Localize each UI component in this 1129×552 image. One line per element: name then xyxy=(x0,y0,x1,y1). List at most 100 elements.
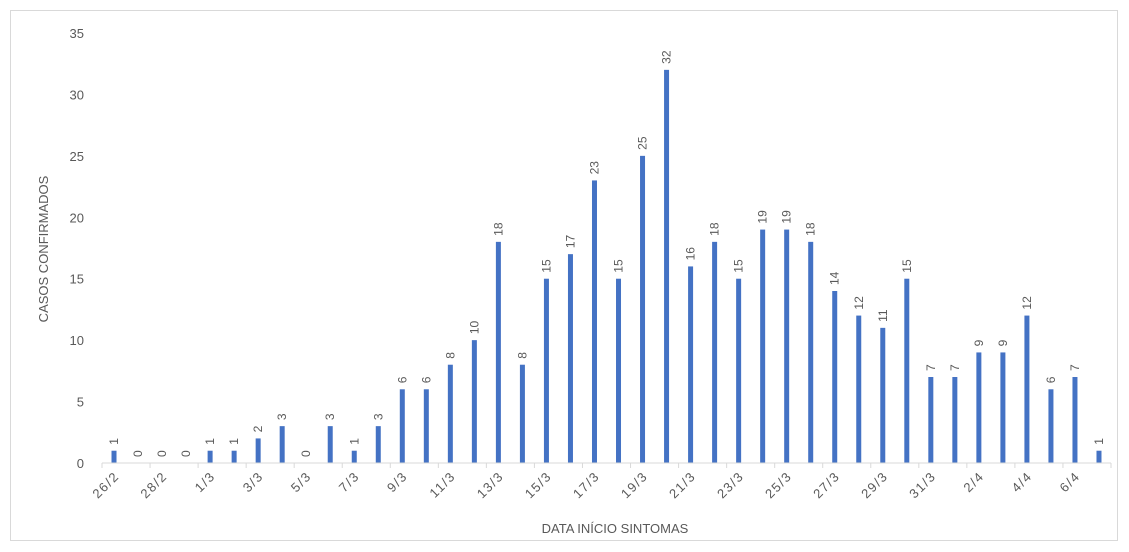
x-tick-label: 1/3 xyxy=(192,469,219,496)
bar xyxy=(688,266,694,463)
bar-value-label: 1 xyxy=(1092,438,1106,445)
bar xyxy=(495,241,501,463)
x-axis-title: DATA INÍCIO SINTOMAS xyxy=(542,521,689,536)
bar-value-label: 18 xyxy=(804,222,818,236)
bar-value-label: 9 xyxy=(996,339,1010,346)
bar-value-label: 0 xyxy=(131,450,145,457)
bar-value-label: 0 xyxy=(155,450,169,457)
bar-value-label: 15 xyxy=(612,259,626,273)
bar xyxy=(856,315,862,463)
bar xyxy=(207,450,213,463)
bar-value-label: 6 xyxy=(395,376,409,383)
y-axis-title: CASOS CONFIRMADOS xyxy=(36,175,51,322)
bar xyxy=(111,450,117,463)
x-tick-label: 4/4 xyxy=(1008,469,1035,496)
bar-value-label: 18 xyxy=(708,222,722,236)
bar xyxy=(423,389,429,463)
bar-value-label: 8 xyxy=(443,352,457,359)
bar-value-label: 12 xyxy=(852,296,866,310)
bar xyxy=(616,278,622,463)
bar-value-label: 3 xyxy=(323,413,337,420)
y-tick-label: 30 xyxy=(70,87,84,102)
x-tick-label: 19/3 xyxy=(618,469,651,502)
bar xyxy=(832,291,838,463)
bar-value-label: 0 xyxy=(179,450,193,457)
bar-value-label: 1 xyxy=(227,438,241,445)
bar xyxy=(471,340,477,463)
bar xyxy=(231,450,237,463)
bar-value-label: 8 xyxy=(515,352,529,359)
bar xyxy=(880,327,886,463)
bar-value-label: 25 xyxy=(636,136,650,150)
x-tick-label: 28/2 xyxy=(137,469,170,502)
x-tick-label: 7/3 xyxy=(336,469,363,496)
x-tick-label: 26/2 xyxy=(89,469,122,502)
bar xyxy=(904,278,910,463)
y-tick-label: 0 xyxy=(77,456,84,471)
bar xyxy=(375,426,381,463)
bar-value-label: 7 xyxy=(924,364,938,371)
x-tick-label: 6/4 xyxy=(1057,469,1084,496)
x-tick-label: 21/3 xyxy=(666,469,699,502)
y-axis: 0 5 10 15 20 25 30 35 xyxy=(70,26,84,471)
bar-value-label: 10 xyxy=(467,320,481,334)
bar xyxy=(399,389,405,463)
bar xyxy=(1096,450,1102,463)
bar xyxy=(567,254,573,463)
bar xyxy=(327,426,333,463)
bar-value-label: 1 xyxy=(107,438,121,445)
bar-value-label: 3 xyxy=(275,413,289,420)
bar xyxy=(952,377,958,463)
x-tick-label: 2/4 xyxy=(960,469,987,496)
x-tick-label: 3/3 xyxy=(240,469,267,496)
x-tick-label: 23/3 xyxy=(714,469,747,502)
x-tick-label: 5/3 xyxy=(288,469,315,496)
bar-value-label: 7 xyxy=(1068,364,1082,371)
bar xyxy=(928,377,934,463)
bar xyxy=(351,450,357,463)
bar-value-label: 18 xyxy=(491,222,505,236)
bar xyxy=(712,241,718,463)
bar-value-label: 19 xyxy=(780,210,794,224)
chart-frame: 0 5 10 15 20 25 30 35 1 0 0 0 1 1 2 3 0 3 1 3 6 6 8 10 18 8 15 17 2… xyxy=(10,10,1118,541)
y-tick-label: 10 xyxy=(70,333,84,348)
bar xyxy=(664,69,670,463)
bars xyxy=(111,69,1102,463)
x-tick-label: 25/3 xyxy=(762,469,795,502)
bar xyxy=(519,364,525,463)
bar xyxy=(640,155,646,463)
x-tick-label: 13/3 xyxy=(474,469,507,502)
bar-value-label: 6 xyxy=(419,376,433,383)
bar-value-label: 7 xyxy=(948,364,962,371)
bar-value-label: 2 xyxy=(251,425,265,432)
bar-value-label: 6 xyxy=(1044,376,1058,383)
bar-value-label: 15 xyxy=(900,259,914,273)
bar-value-label: 11 xyxy=(876,309,890,322)
bar xyxy=(279,426,285,463)
bar xyxy=(1024,315,1030,463)
bar-value-label: 32 xyxy=(660,50,674,64)
bar xyxy=(976,352,982,463)
bar-value-label: 12 xyxy=(1020,296,1034,310)
y-tick-label: 35 xyxy=(70,26,84,41)
bar-value-label: 9 xyxy=(972,339,986,346)
bar xyxy=(543,278,549,463)
y-tick-label: 15 xyxy=(70,272,84,287)
bar xyxy=(447,364,453,463)
bar xyxy=(255,438,261,463)
x-tick-label: 11/3 xyxy=(426,469,458,501)
bar-value-label: 1 xyxy=(203,438,217,445)
bar xyxy=(1000,352,1006,463)
bar-value-label: 0 xyxy=(299,450,313,457)
bar-value-label: 17 xyxy=(563,234,577,248)
bar-value-label: 16 xyxy=(684,247,698,261)
bar xyxy=(591,180,597,463)
y-tick-label: 20 xyxy=(70,210,84,225)
bar xyxy=(1048,389,1054,463)
x-axis: 26/2 28/2 1/3 3/3 5/3 7/3 9/3 11/3 13/3 15/3 17/3 1… xyxy=(89,462,1112,502)
bar-value-label: 15 xyxy=(732,259,746,273)
bar xyxy=(736,278,742,463)
bar-value-label: 14 xyxy=(828,271,842,285)
bar-value-label: 15 xyxy=(539,259,553,273)
